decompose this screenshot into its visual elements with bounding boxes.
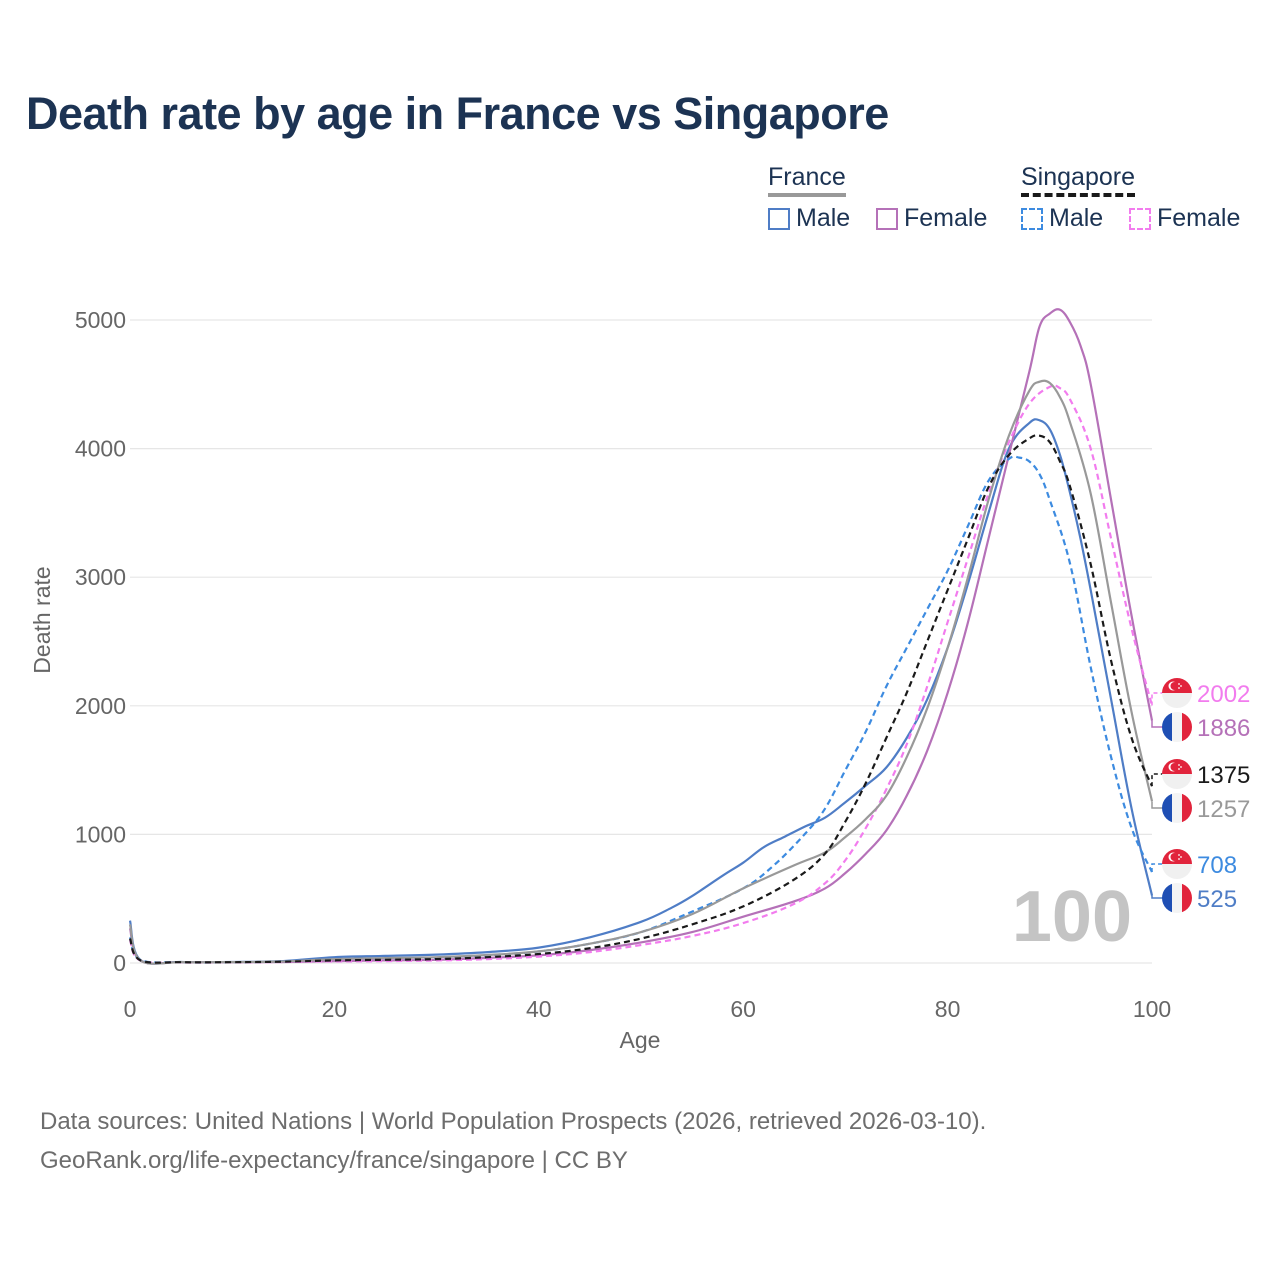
end-label-connector	[1151, 692, 1163, 706]
france-flag-icon	[1162, 883, 1192, 913]
y-axis-label: Death rate	[29, 566, 55, 673]
series-line-france-female[interactable]	[128, 308, 1154, 965]
end-label-value: 1375	[1197, 762, 1250, 789]
series-line-singapore-male[interactable]	[128, 455, 1153, 964]
end-label: 1375	[1151, 759, 1250, 789]
legend-swatch-icon	[876, 207, 898, 230]
series-line-france-total[interactable]	[128, 379, 1154, 965]
end-label-connector	[1151, 720, 1163, 728]
end-label-value: 708	[1197, 852, 1237, 879]
line-chart: 0 1000 2000 3000 4000 5000 0 20 40 60 80 100 100 2…	[29, 307, 1250, 1053]
end-label: 1257	[1151, 793, 1250, 823]
footer-link[interactable]: GeoRank.org/life-expectancy/france/singa…	[40, 1147, 628, 1174]
y-tick-label: 0	[113, 950, 126, 976]
series-line-singapore-total[interactable]	[128, 434, 1154, 964]
legend-swatch-icon	[1129, 207, 1151, 230]
legend-group-france[interactable]: France	[768, 163, 846, 191]
x-tick-label: 60	[730, 996, 756, 1022]
series-line-singapore-female[interactable]	[128, 384, 1154, 964]
end-label: 2002	[1151, 678, 1250, 708]
x-axis-label: Age	[620, 1027, 661, 1053]
end-label: 525	[1151, 883, 1237, 913]
legend-singapore-male[interactable]: Male	[1021, 204, 1103, 233]
singapore-flag-icon	[1162, 678, 1192, 708]
legend-swatch-icon	[768, 207, 790, 230]
y-tick-label: 4000	[75, 436, 126, 462]
legend-label: Female	[904, 204, 988, 232]
end-label-connector	[1151, 773, 1163, 787]
grid-lines	[130, 319, 1152, 964]
legend-swatch-icon	[1021, 207, 1043, 230]
singapore-flag-icon	[1162, 849, 1192, 879]
france-flag-icon	[1162, 712, 1192, 742]
legend-group-singapore-line	[1021, 193, 1135, 197]
legend-label: Female	[1157, 204, 1241, 232]
end-label: 708	[1151, 849, 1237, 879]
end-label-connector	[1151, 895, 1163, 899]
legend-group-france-line	[768, 193, 846, 197]
legend-france-female[interactable]: Female	[876, 204, 987, 233]
series-line-france-male[interactable]	[128, 418, 1154, 965]
end-labels: 2002 1886 1375 1257 708 525	[1151, 678, 1250, 913]
end-label-value: 2002	[1197, 681, 1250, 708]
legend-france-male[interactable]: Male	[768, 204, 850, 233]
y-tick-label: 2000	[75, 693, 126, 719]
x-axis-ticks: 0 20 40 60 80 100	[124, 996, 1172, 1022]
y-tick-label: 3000	[75, 564, 126, 590]
legend-label: Male	[1049, 204, 1104, 232]
footer-sources: Data sources: United Nations | World Pop…	[40, 1108, 987, 1135]
x-tick-label: 20	[322, 996, 348, 1022]
end-label-value: 1886	[1197, 715, 1250, 742]
france-flag-icon	[1162, 793, 1192, 823]
series-lines	[128, 308, 1154, 965]
end-label-value: 1257	[1197, 796, 1250, 823]
legend-group-singapore[interactable]: Singapore	[1021, 163, 1135, 191]
end-label-connector	[1151, 863, 1163, 872]
end-label-value: 525	[1197, 886, 1237, 913]
x-tick-label: 0	[124, 996, 137, 1022]
legend-label: Male	[796, 204, 851, 232]
end-label-connector	[1151, 801, 1163, 809]
y-axis-ticks: 0 1000 2000 3000 4000 5000	[75, 307, 126, 976]
x-tick-label: 80	[935, 996, 961, 1022]
y-tick-label: 5000	[75, 307, 126, 333]
x-tick-label: 40	[526, 996, 552, 1022]
legend-singapore-female[interactable]: Female	[1129, 204, 1240, 233]
end-label: 1886	[1151, 712, 1250, 742]
year-watermark: 100	[1012, 877, 1132, 957]
y-tick-label: 1000	[75, 821, 126, 847]
x-tick-label: 100	[1133, 996, 1171, 1022]
chart-title: Death rate by age in France vs Singapore	[26, 88, 889, 139]
singapore-flag-icon	[1162, 759, 1192, 789]
